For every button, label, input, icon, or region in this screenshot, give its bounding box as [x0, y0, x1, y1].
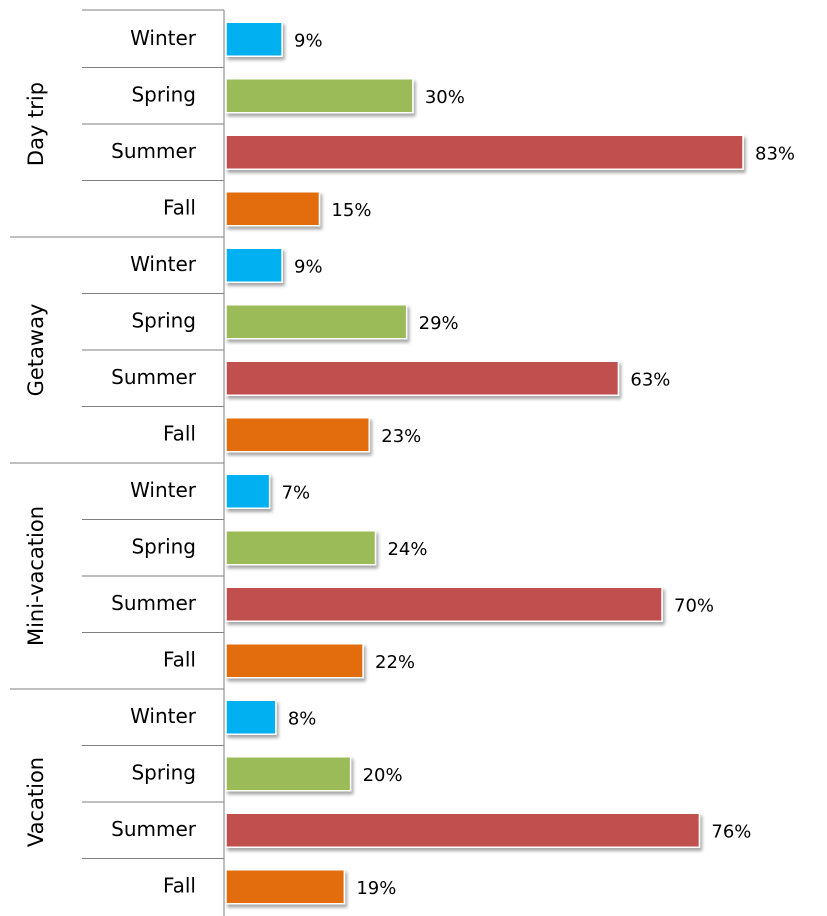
bar [225, 134, 744, 170]
category-label: Spring [131, 534, 196, 558]
value-label: 9% [294, 256, 323, 277]
category-label: Summer [111, 817, 197, 841]
value-label: 63% [630, 369, 670, 390]
category-label: Fall [163, 195, 196, 219]
value-label: 19% [356, 878, 396, 899]
group-label: Getaway [24, 304, 48, 397]
bar [225, 473, 271, 509]
bar [225, 78, 414, 114]
value-label: 70% [674, 595, 714, 616]
value-label: 30% [425, 87, 465, 108]
category-label: Winter [130, 252, 197, 276]
value-label: 9% [294, 30, 323, 51]
value-label: 29% [419, 313, 459, 334]
value-label: 7% [282, 482, 311, 503]
bar [225, 643, 364, 679]
value-label: 15% [331, 200, 371, 221]
bar [225, 699, 277, 735]
group-label: Vacation [24, 757, 48, 847]
value-label: 23% [381, 426, 421, 447]
bar [225, 756, 352, 792]
category-label: Spring [131, 308, 196, 332]
category-label: Winter [130, 478, 197, 502]
category-label: Fall [163, 647, 196, 671]
bar [225, 360, 620, 396]
bar [225, 304, 408, 340]
category-label: Summer [111, 591, 197, 615]
value-label: 76% [711, 821, 751, 842]
bar [225, 21, 283, 57]
bar [225, 869, 346, 905]
bar [225, 812, 701, 848]
category-label: Summer [111, 139, 197, 163]
category-label: Fall [163, 873, 196, 897]
category-label: Fall [163, 421, 196, 445]
category-label: Spring [131, 760, 196, 784]
category-label: Spring [131, 82, 196, 106]
category-label: Winter [130, 26, 197, 50]
group-label: Day trip [24, 82, 48, 166]
group-label: Mini-vacation [24, 506, 48, 646]
category-label: Winter [130, 704, 197, 728]
value-label: 22% [375, 652, 415, 673]
value-label: 20% [363, 765, 403, 786]
bar [225, 247, 283, 283]
value-label: 24% [387, 539, 427, 560]
category-label: Summer [111, 365, 197, 389]
bar [225, 191, 321, 227]
bar [225, 586, 663, 622]
bar [225, 417, 371, 453]
value-label: 83% [755, 143, 795, 164]
bar [225, 530, 377, 566]
value-label: 8% [288, 708, 317, 729]
